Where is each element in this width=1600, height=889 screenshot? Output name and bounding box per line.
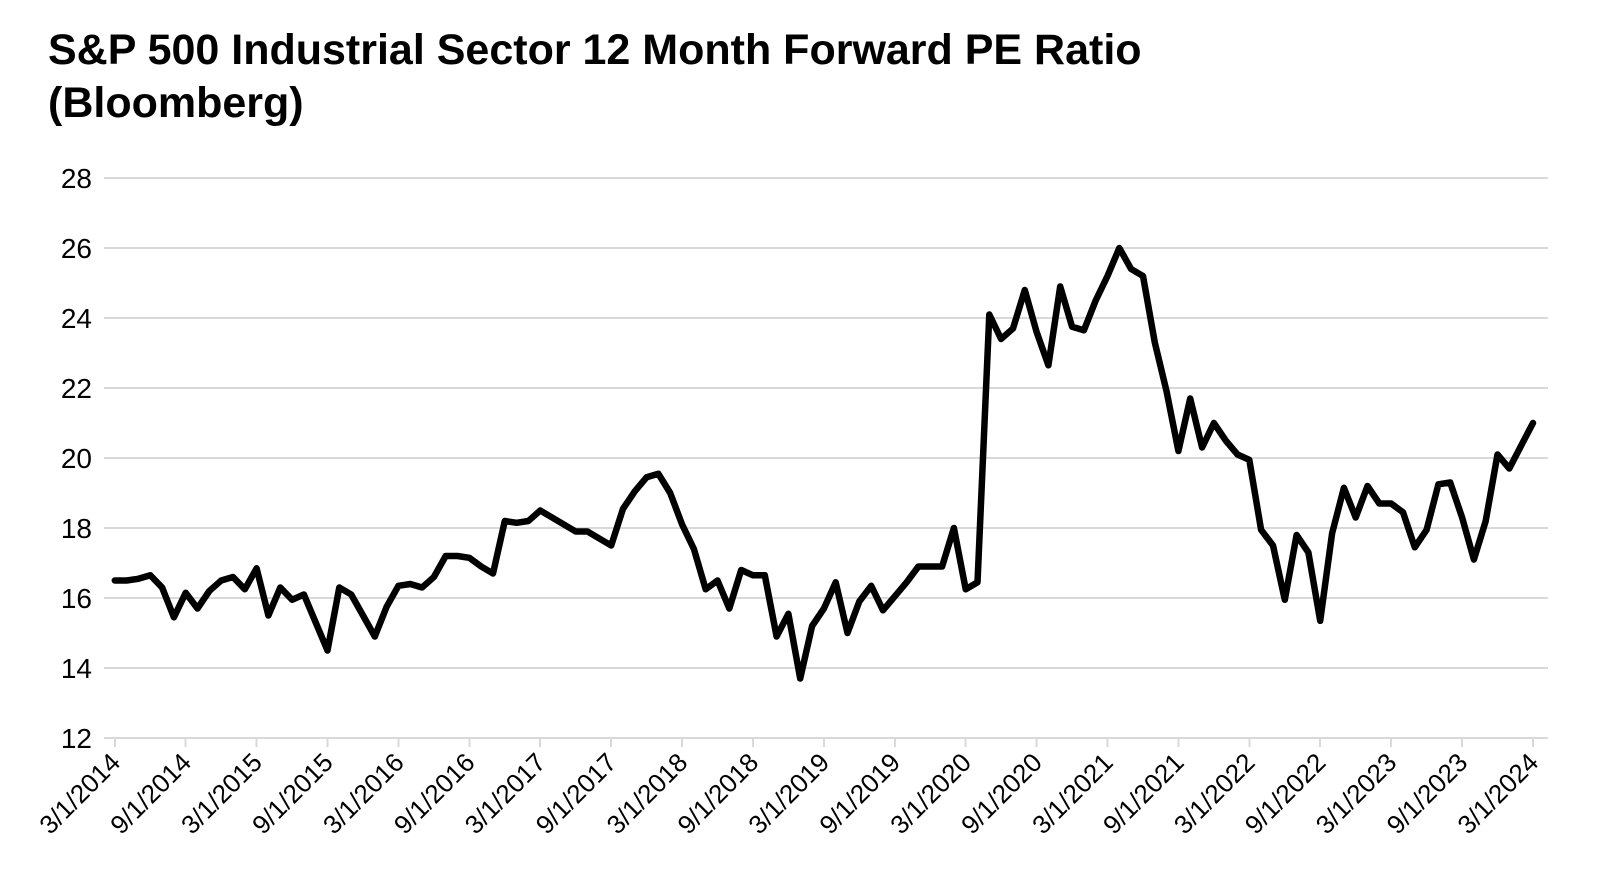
y-axis-label-22: 22: [61, 373, 92, 404]
pe-ratio-series-line: [111, 244, 1537, 682]
chart-title-line2: (Bloomberg): [48, 79, 304, 128]
y-axis-label-16: 16: [61, 583, 92, 614]
y-axis-label-18: 18: [61, 513, 92, 544]
y-axis-label-12: 12: [61, 723, 92, 754]
y-axis-label-28: 28: [61, 163, 92, 194]
chart-title: S&P 500 Industrial Sector 12 Month Forwa…: [48, 24, 1468, 131]
y-axis-label-20: 20: [61, 443, 92, 474]
y-axis-label-24: 24: [61, 303, 92, 334]
chart-title-line1: S&P 500 Industrial Sector 12 Month Forwa…: [48, 26, 1142, 74]
y-axis-label-14: 14: [61, 653, 92, 684]
y-axis-label-26: 26: [61, 233, 92, 264]
